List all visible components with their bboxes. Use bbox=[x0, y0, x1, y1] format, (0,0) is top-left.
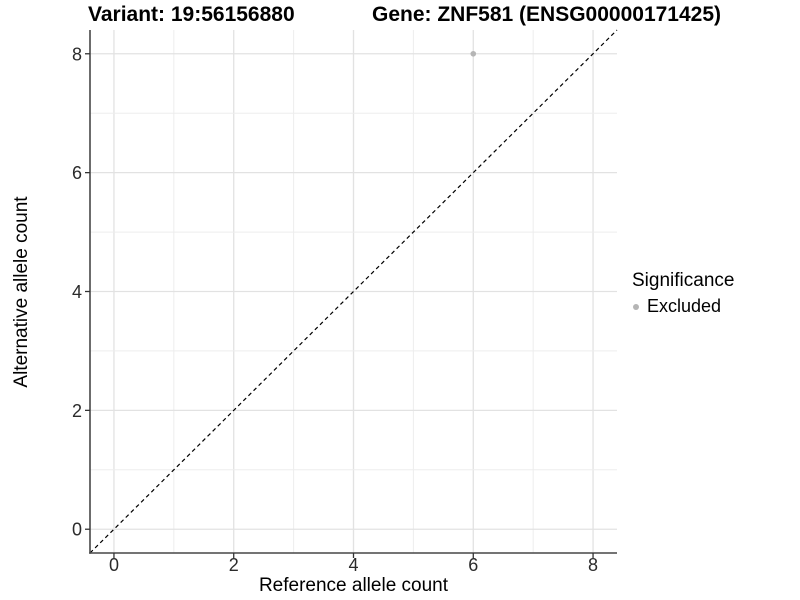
y-tick-label: 2 bbox=[72, 401, 82, 421]
legend-item-label: Excluded bbox=[647, 296, 722, 316]
identity-reference-line bbox=[89, 29, 618, 554]
x-tick-label: 0 bbox=[109, 555, 119, 575]
y-tick-label: 0 bbox=[72, 520, 82, 540]
x-tick-label: 6 bbox=[468, 555, 478, 575]
y-axis-title: Alternative allele count bbox=[11, 196, 32, 388]
legend: Significance Excluded bbox=[632, 270, 734, 317]
data-point bbox=[470, 50, 477, 57]
y-tick-label: 6 bbox=[72, 163, 82, 183]
plot-title-variant: Variant: 19:56156880 bbox=[88, 3, 295, 26]
plot-title-gene: Gene: ZNF581 (ENSG00000171425) bbox=[372, 3, 722, 26]
legend-items: Excluded bbox=[632, 296, 734, 317]
x-axis-title: Reference allele count bbox=[258, 575, 449, 596]
legend-item: Excluded bbox=[632, 296, 734, 317]
legend-point-icon bbox=[633, 303, 639, 310]
y-tick-label: 8 bbox=[72, 44, 82, 64]
legend-title: Significance bbox=[632, 270, 735, 291]
y-tick-label: 4 bbox=[72, 282, 82, 302]
x-tick-label: 4 bbox=[348, 555, 358, 575]
x-tick-label: 2 bbox=[229, 555, 239, 575]
x-tick-label: 8 bbox=[588, 555, 598, 575]
